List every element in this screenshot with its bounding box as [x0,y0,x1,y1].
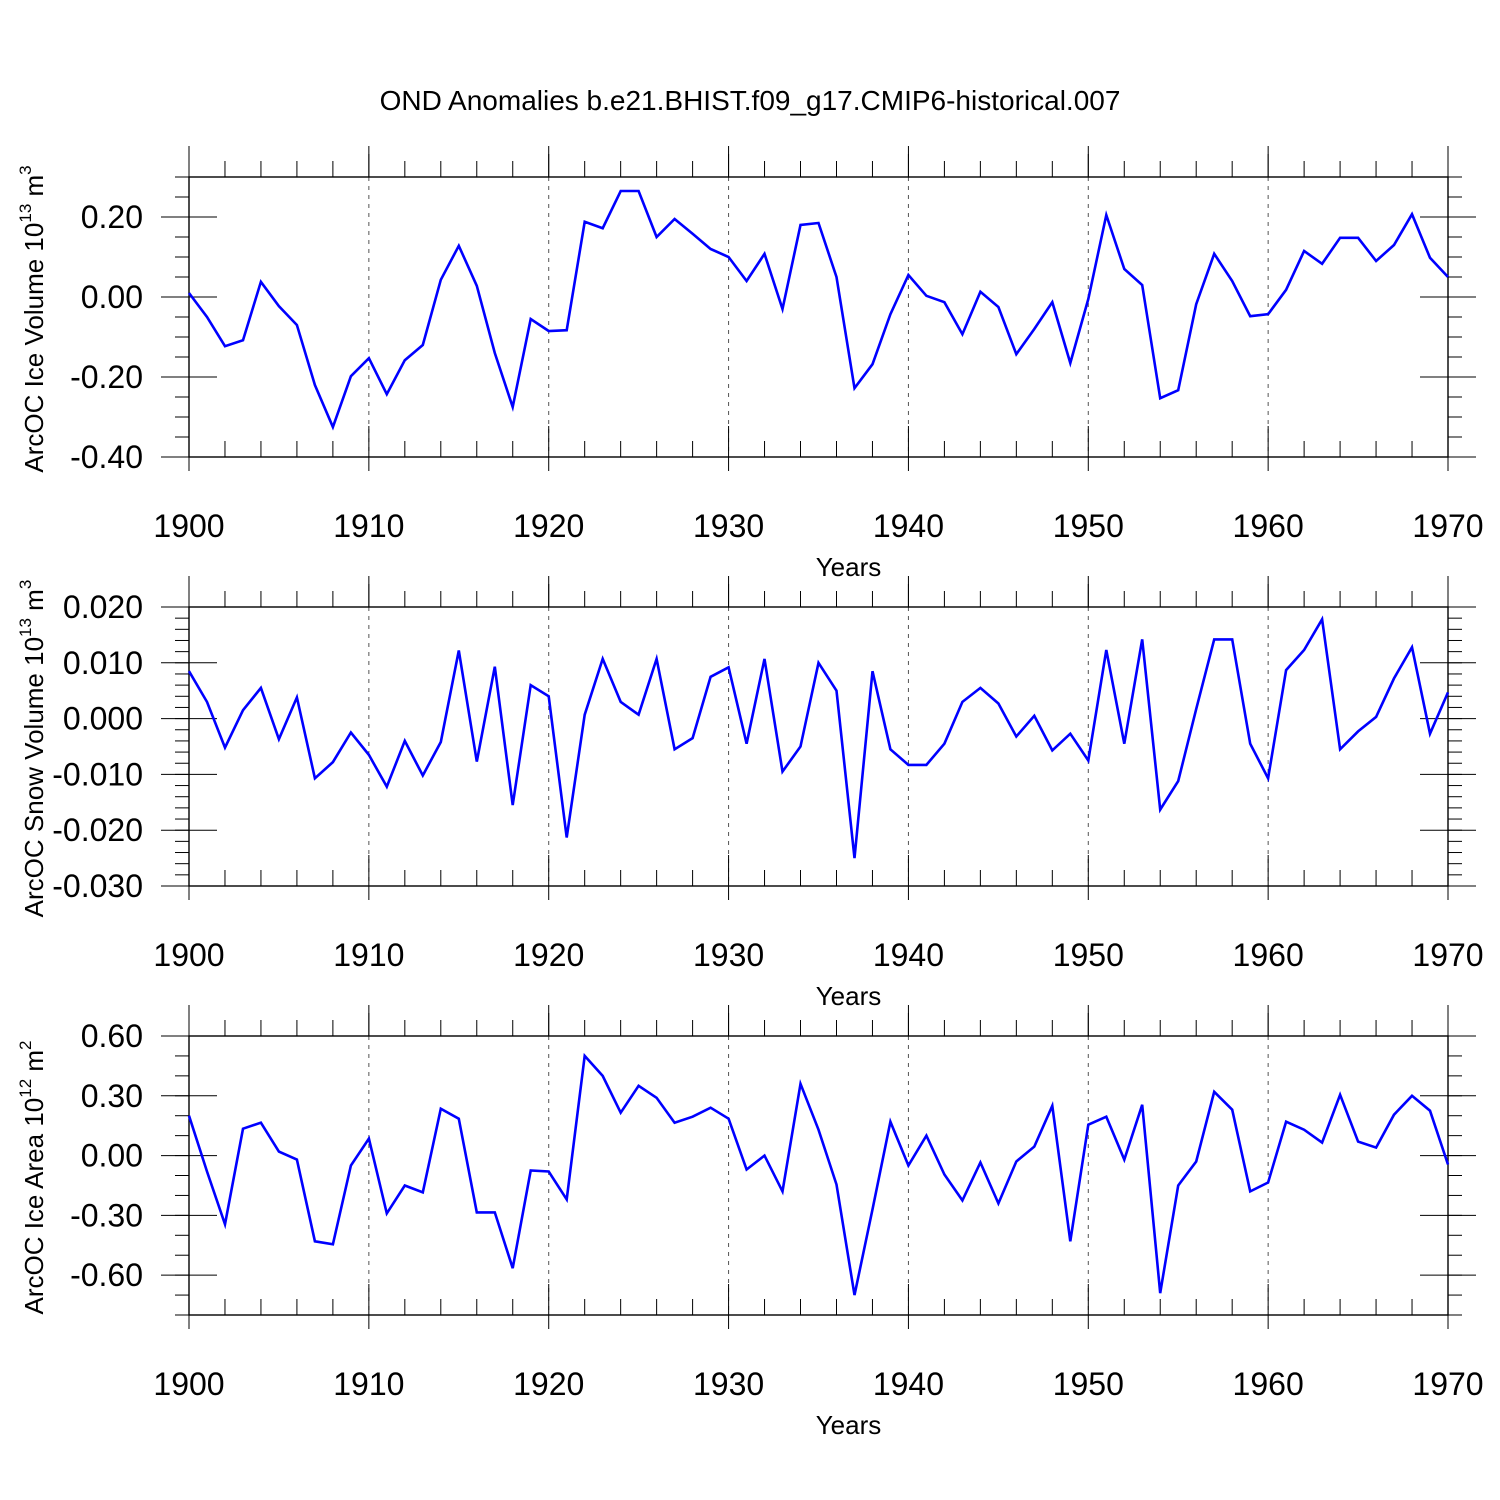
y-axis-title-main: ArcOC Ice Area 10 [19,1098,49,1315]
x-axis-title: Years [816,1410,882,1440]
y-axis-title-unit: m [19,589,49,618]
series-line [187,189,1449,431]
y-axis-title-exponent: 13 [16,204,35,223]
x-tick-label: 1920 [513,937,584,973]
y-axis-title-unit-exponent: 3 [16,580,35,589]
panel-ice-area: 1900 1910 1920 1930 1940 1950 1960 1970 -0.60 -0.… [16,1005,1484,1440]
x-tick-label: 1970 [1412,937,1483,973]
x-tick-label: 1970 [1412,508,1483,544]
y-axis-title: ArcOC Ice Volume 1013 m3 [16,165,49,472]
x-tick-label: 1920 [513,1366,584,1402]
x-tick-label: 1950 [1053,508,1124,544]
y-tick-label: -0.60 [70,1257,143,1293]
x-axis-title: Years [816,552,882,582]
x-tick-label: 1900 [153,508,224,544]
x-tick-label: 1970 [1412,1366,1483,1402]
y-axis-title-main: ArcOC Snow Volume 10 [19,637,49,917]
x-tick-label: 1910 [333,937,404,973]
y-axis-title-unit-exponent: 2 [16,1040,35,1049]
y-axis-title-exponent: 12 [16,1079,35,1098]
figure-title: OND Anomalies b.e21.BHIST.f09_g17.CMIP6-… [380,85,1121,116]
y-axis-title: ArcOC Snow Volume 1013 m3 [16,580,49,918]
y-axis-title-exponent: 13 [16,618,35,637]
x-tick-label: 1940 [873,937,944,973]
x-tick-label: 1900 [153,937,224,973]
y-axis-title-main: ArcOC Ice Volume 10 [19,223,49,473]
panel-ice-volume: 1900 1910 1920 1930 1940 1950 1960 1970 -0.40 -0.… [16,146,1484,582]
y-tick-label: 0.30 [81,1078,143,1114]
y-axis-title-unit: m [19,175,49,204]
x-tick-label: 1910 [333,508,404,544]
y-tick-label: -0.40 [70,439,143,475]
y-axis-title: ArcOC Ice Area 1012 m2 [16,1040,49,1314]
panel-snow-volume: 1900 1910 1920 1930 1940 1950 1960 1970 -0.030 -0… [16,576,1484,1011]
x-tick-label: 1920 [513,508,584,544]
y-tick-label: -0.20 [70,359,143,395]
plot-frame [188,176,1449,458]
x-tick-label: 1950 [1053,1366,1124,1402]
y-tick-label: 0.00 [81,279,143,315]
y-tick-label: -0.030 [52,868,143,904]
x-tick-label: 1900 [153,1366,224,1402]
x-tick-label: 1960 [1233,937,1304,973]
x-tick-label: 1960 [1233,508,1304,544]
y-tick-label: -0.30 [70,1197,143,1233]
y-tick-label: -0.020 [52,812,143,848]
x-tick-label: 1950 [1053,937,1124,973]
y-tick-label: 0.020 [63,589,143,625]
x-tick-label: 1930 [693,1366,764,1402]
y-tick-label: 0.60 [81,1018,143,1054]
y-tick-label: 0.010 [63,645,143,681]
y-tick-label: -0.010 [52,756,143,792]
y-tick-label: 0.00 [81,1138,143,1174]
y-tick-label: 0.20 [81,199,143,235]
plot-frame [188,606,1449,887]
series-line [187,615,1450,859]
x-axis-title: Years [816,981,882,1011]
x-tick-label: 1940 [873,508,944,544]
y-axis-title-unit-exponent: 3 [16,165,35,174]
y-tick-label: 0.000 [63,701,143,737]
y-axis-title-unit: m [19,1050,49,1079]
x-tick-label: 1930 [693,937,764,973]
series-line [187,1052,1450,1296]
x-tick-label: 1960 [1233,1366,1304,1402]
x-tick-label: 1940 [873,1366,944,1402]
x-tick-label: 1930 [693,508,764,544]
x-tick-label: 1910 [333,1366,404,1402]
